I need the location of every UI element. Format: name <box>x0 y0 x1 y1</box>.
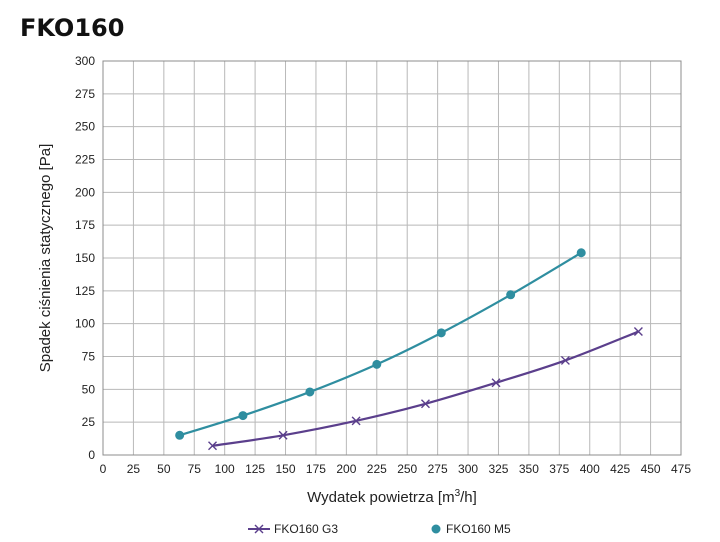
x-axis-title-prefix: Wydatek powietrza [m <box>307 489 454 506</box>
series-line <box>212 330 639 447</box>
data-point <box>436 328 446 338</box>
y-tick-label: 75 <box>82 350 96 364</box>
y-tick-label: 175 <box>75 218 95 232</box>
legend-item: FKO160 G3 <box>248 522 338 536</box>
legend: FKO160 G3 FKO160 M5 <box>248 522 511 536</box>
data-point <box>633 327 643 337</box>
series-line <box>179 251 582 437</box>
x-tick-label: 200 <box>336 462 356 476</box>
y-tick-label: 50 <box>82 382 96 396</box>
x-tick-label: 25 <box>127 462 141 476</box>
x-tick-label: 125 <box>245 462 265 476</box>
data-point <box>576 248 586 258</box>
x-tick-label: 375 <box>549 462 569 476</box>
y-tick-label: 300 <box>75 54 95 68</box>
data-point <box>420 399 430 409</box>
x-tick-label: 300 <box>458 462 478 476</box>
y-tick-label: 250 <box>75 120 95 134</box>
series-2 <box>175 248 586 440</box>
plot-area-frame <box>102 60 682 456</box>
data-point <box>491 378 501 388</box>
chart-title: FKO160 <box>20 14 124 42</box>
x-tick-label: 400 <box>580 462 600 476</box>
x-tick-label: 350 <box>519 462 539 476</box>
y-tick-label: 225 <box>75 153 95 167</box>
x-tick-label: 275 <box>428 462 448 476</box>
data-point <box>351 416 361 426</box>
x-tick-label: 75 <box>188 462 202 476</box>
legend-label: FKO160 M5 <box>446 522 511 536</box>
tick-labels: 0 25 50 75 100 125 150 175 200 225 250 275 300 325 350… <box>75 54 691 476</box>
x-tick-label: 150 <box>276 462 296 476</box>
data-point <box>238 411 248 421</box>
x-axis-title-suffix: /h] <box>460 489 477 506</box>
data-point <box>506 290 516 300</box>
x-tick-label: 425 <box>610 462 630 476</box>
y-tick-label: 150 <box>75 251 95 265</box>
y-tick-label: 275 <box>75 87 95 101</box>
x-tick-label: 475 <box>671 462 691 476</box>
y-axis-title: Spadek ciśnienia statycznego [Pa] <box>37 144 54 372</box>
x-tick-label: 0 <box>100 462 107 476</box>
x-tick-label: 50 <box>157 462 171 476</box>
x-tick-label: 100 <box>215 462 235 476</box>
data-point <box>305 387 315 397</box>
y-tick-label: 200 <box>75 185 95 199</box>
data-point <box>560 355 570 365</box>
x-tick-label: 175 <box>306 462 326 476</box>
legend-item: FKO160 M5 <box>431 522 511 536</box>
grid <box>102 60 682 456</box>
series-1 <box>208 327 643 451</box>
y-tick-label: 100 <box>75 317 95 331</box>
y-tick-label: 0 <box>88 448 95 462</box>
y-tick-label: 125 <box>75 284 95 298</box>
x-tick-label: 225 <box>367 462 387 476</box>
x-axis-title: Wydatek powietrza [m3/h] <box>307 488 477 506</box>
x-axis-title-superscript: 3 <box>455 488 461 499</box>
legend-swatch-marker <box>431 524 441 534</box>
series-layer <box>175 248 643 451</box>
x-tick-label: 450 <box>641 462 661 476</box>
y-tick-label: 25 <box>82 415 96 429</box>
data-point <box>208 441 218 451</box>
data-point <box>175 430 185 440</box>
data-point <box>278 430 288 440</box>
x-tick-label: 250 <box>397 462 417 476</box>
x-tick-label: 325 <box>488 462 508 476</box>
legend-label: FKO160 G3 <box>274 522 338 536</box>
legend-swatch-marker <box>254 524 264 534</box>
data-point <box>372 359 382 369</box>
